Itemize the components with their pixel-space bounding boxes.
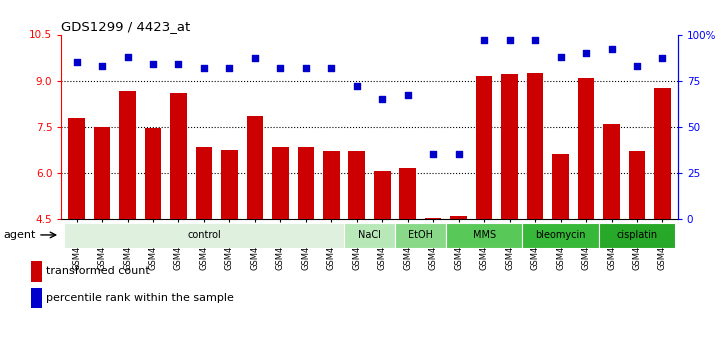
Point <box>554 54 566 59</box>
Bar <box>348 151 365 219</box>
Bar <box>344 223 395 248</box>
Bar <box>298 147 314 219</box>
Point <box>402 93 413 98</box>
Text: percentile rank within the sample: percentile rank within the sample <box>46 293 234 303</box>
Point <box>631 63 642 69</box>
Bar <box>31 288 42 308</box>
Point <box>173 61 185 67</box>
Bar <box>272 147 288 219</box>
Text: EtOH: EtOH <box>408 230 433 240</box>
Point <box>275 65 286 70</box>
Bar <box>522 223 598 248</box>
Point <box>122 54 133 59</box>
Point <box>376 96 388 102</box>
Point <box>529 37 541 43</box>
Point <box>326 65 337 70</box>
Bar <box>527 73 544 219</box>
Bar <box>425 218 441 219</box>
Bar <box>654 88 671 219</box>
Text: transformed count: transformed count <box>46 266 150 276</box>
Point <box>97 63 108 69</box>
Bar <box>603 124 620 219</box>
Bar <box>94 127 110 219</box>
Bar <box>119 91 136 219</box>
Bar <box>145 128 162 219</box>
Text: GDS1299 / 4423_at: GDS1299 / 4423_at <box>61 20 190 33</box>
Text: bleomycin: bleomycin <box>535 230 586 240</box>
Point <box>504 37 516 43</box>
Bar <box>598 223 675 248</box>
Bar <box>399 168 416 219</box>
Bar <box>501 75 518 219</box>
Point <box>198 65 210 70</box>
Bar <box>446 223 522 248</box>
Bar <box>451 216 467 219</box>
Text: control: control <box>187 230 221 240</box>
Bar <box>221 150 238 219</box>
Point <box>606 47 617 52</box>
Bar <box>323 151 340 219</box>
Bar <box>247 116 263 219</box>
Bar <box>31 261 42 282</box>
Point <box>478 37 490 43</box>
Point <box>300 65 311 70</box>
Bar <box>476 76 492 219</box>
Bar <box>64 223 344 248</box>
Text: cisplatin: cisplatin <box>616 230 658 240</box>
Bar <box>195 147 212 219</box>
Point <box>453 152 464 157</box>
Point <box>351 83 363 89</box>
Bar <box>170 93 187 219</box>
Text: NaCl: NaCl <box>358 230 381 240</box>
Bar <box>578 78 594 219</box>
Point <box>657 56 668 61</box>
Bar <box>374 171 391 219</box>
Point <box>580 50 592 56</box>
Bar <box>68 118 85 219</box>
Text: agent: agent <box>3 230 35 240</box>
Point <box>71 59 82 65</box>
Bar <box>395 223 446 248</box>
Point <box>224 65 235 70</box>
Text: MMS: MMS <box>472 230 496 240</box>
Bar <box>629 151 645 219</box>
Point <box>428 152 439 157</box>
Point <box>147 61 159 67</box>
Bar <box>552 155 569 219</box>
Point <box>249 56 261 61</box>
